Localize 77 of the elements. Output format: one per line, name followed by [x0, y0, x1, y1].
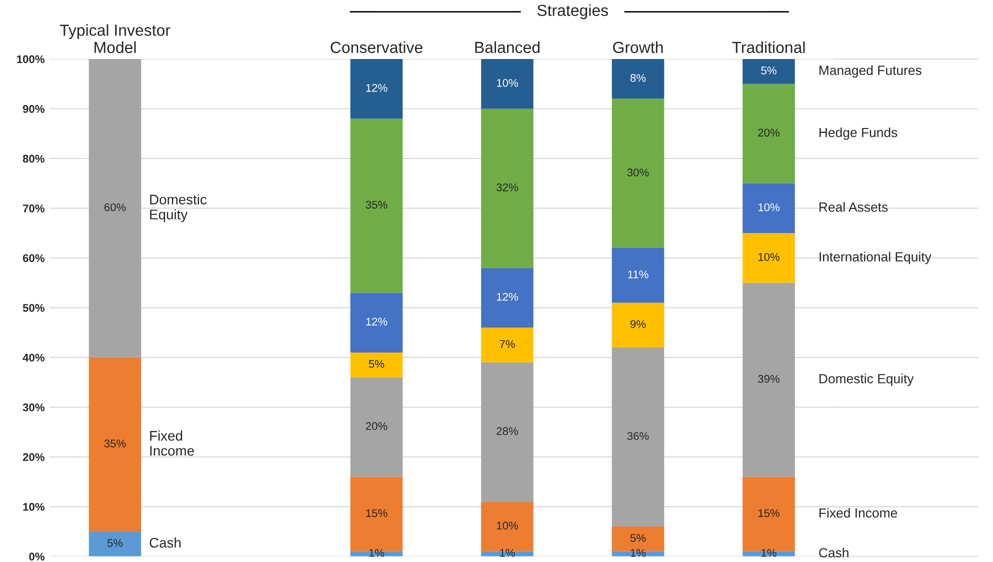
data-label: 12% — [366, 84, 388, 92]
data-label: 35% — [104, 440, 126, 448]
bar — [481, 108, 534, 268]
bar — [481, 362, 534, 502]
data-label: 10% — [496, 522, 518, 530]
data-label: 10% — [496, 78, 518, 87]
text: Strategies — [537, 4, 608, 20]
data-label: 5% — [368, 360, 384, 368]
series-label: International Equity — [820, 252, 932, 264]
data-label: 32% — [496, 183, 518, 192]
data-label: 20% — [758, 128, 780, 137]
bar — [350, 118, 403, 293]
y-tick-label: 40% — [22, 354, 44, 362]
data-label: 36% — [627, 432, 649, 440]
series-label: Managed Futures — [820, 65, 922, 78]
bar — [350, 352, 403, 378]
y-tick-label: 90% — [22, 105, 44, 113]
data-label: 15% — [758, 509, 780, 518]
bar — [350, 59, 403, 119]
x-tick-label: Typical Investor Model — [60, 24, 170, 54]
series-label: Cash — [819, 548, 848, 558]
y-tick-label: 100% — [17, 55, 44, 64]
data-label: 30% — [627, 168, 649, 176]
x-tick-label: Conservative — [330, 41, 422, 54]
data-label: 60% — [104, 203, 126, 212]
series-label: Real Assets — [820, 202, 888, 212]
bar — [350, 292, 403, 352]
bar — [612, 59, 664, 99]
annotation: Cash — [150, 537, 181, 548]
bar — [350, 377, 403, 477]
data-label: 10% — [758, 253, 780, 261]
y-tick-label: 30% — [22, 403, 44, 412]
y-tick-label: 20% — [22, 453, 44, 462]
bar — [88, 59, 142, 358]
bar — [481, 268, 534, 328]
data-label: 9% — [630, 320, 646, 328]
y-tick-label: 80% — [22, 154, 44, 163]
data-label: 7% — [500, 340, 515, 348]
data-label: 28% — [496, 427, 518, 436]
series-label: Fixed Income — [820, 508, 898, 518]
data-label: 5% — [630, 534, 646, 542]
data-label: 20% — [366, 422, 388, 430]
annotation: Domestic Equity — [150, 194, 207, 222]
data-label: 8% — [630, 74, 646, 82]
bar — [742, 84, 795, 184]
data-label: 10% — [758, 203, 780, 212]
bar — [612, 98, 664, 248]
data-label: 11% — [628, 270, 648, 278]
x-tick-label: Traditional — [732, 41, 805, 54]
bar — [88, 357, 142, 532]
bar — [612, 347, 664, 527]
x-tick-label: Balanced — [475, 41, 540, 54]
bar — [742, 282, 795, 477]
data-label: 5% — [761, 66, 776, 74]
y-tick-label: 60% — [22, 254, 44, 262]
bar — [742, 59, 795, 84]
series-label: Domestic Equity — [820, 374, 914, 386]
bar — [742, 183, 795, 234]
bar — [612, 248, 664, 303]
bar — [481, 328, 534, 362]
bar — [88, 532, 142, 556]
bar — [742, 233, 795, 283]
y-tick-label: 50% — [22, 304, 44, 312]
data-label: 15% — [366, 509, 388, 518]
data-label: 35% — [366, 200, 388, 209]
x-tick-label: Growth — [613, 41, 663, 54]
bar — [481, 59, 534, 109]
y-tick-label: 10% — [23, 502, 44, 511]
y-tick-label: 70% — [23, 204, 44, 212]
data-label: 5% — [107, 539, 123, 547]
series-label: Hedge Funds — [820, 127, 898, 140]
data-label: 12% — [366, 318, 388, 326]
bar — [612, 302, 664, 348]
annotation: Fixed Income — [150, 430, 194, 456]
y-tick-label: 0% — [29, 552, 44, 561]
data-label: 12% — [496, 292, 518, 301]
data-label: 39% — [758, 374, 780, 383]
